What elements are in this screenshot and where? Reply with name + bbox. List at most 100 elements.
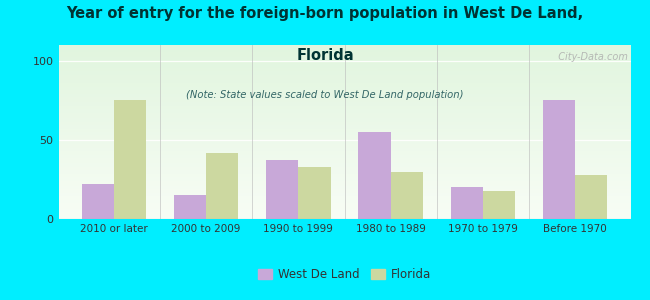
Bar <box>58 132 630 134</box>
Bar <box>58 54 630 56</box>
Bar <box>266 160 298 219</box>
Bar <box>174 195 206 219</box>
Bar <box>58 122 630 123</box>
Bar <box>483 190 515 219</box>
Bar <box>58 176 630 177</box>
Bar <box>58 202 630 203</box>
Bar <box>58 45 630 47</box>
Bar <box>58 66 630 68</box>
Bar <box>58 195 630 197</box>
Bar <box>58 188 630 189</box>
Bar <box>58 111 630 113</box>
Bar <box>58 149 630 151</box>
Bar <box>58 57 630 59</box>
Bar <box>58 146 630 148</box>
Bar <box>450 188 483 219</box>
Bar <box>58 128 630 130</box>
Bar <box>58 97 630 99</box>
Bar <box>58 68 630 69</box>
Bar <box>114 100 146 219</box>
Bar <box>58 47 630 49</box>
Bar <box>58 184 630 186</box>
Bar <box>58 148 630 149</box>
Bar <box>543 100 575 219</box>
Bar <box>58 144 630 146</box>
Bar <box>58 76 630 78</box>
Bar <box>58 156 630 158</box>
Bar <box>58 214 630 215</box>
Bar <box>58 73 630 75</box>
Bar <box>58 182 630 184</box>
Legend: West De Land, Florida: West De Land, Florida <box>253 264 436 286</box>
Bar <box>58 59 630 61</box>
Bar <box>58 110 630 111</box>
Bar <box>58 151 630 153</box>
Bar <box>58 50 630 52</box>
Text: (Note: State values scaled to West De Land population): (Note: State values scaled to West De La… <box>187 90 463 100</box>
Bar <box>58 127 630 128</box>
Bar <box>58 104 630 106</box>
Bar <box>58 118 630 120</box>
Text: City-Data.com: City-Data.com <box>552 52 628 62</box>
Bar <box>58 193 630 195</box>
Bar <box>58 125 630 127</box>
Bar <box>58 162 630 163</box>
Bar <box>58 115 630 116</box>
Bar <box>58 212 630 214</box>
Bar <box>58 87 630 88</box>
Bar <box>58 200 630 202</box>
Bar <box>58 49 630 50</box>
Bar <box>58 174 630 176</box>
Bar <box>58 137 630 139</box>
Bar <box>58 78 630 80</box>
Bar <box>58 210 630 212</box>
Bar <box>58 160 630 162</box>
Bar <box>58 153 630 154</box>
Bar <box>58 52 630 54</box>
Bar <box>206 153 239 219</box>
Bar <box>58 56 630 57</box>
Bar <box>58 106 630 108</box>
Bar <box>58 167 630 169</box>
Bar <box>58 99 630 101</box>
Bar <box>58 205 630 207</box>
Bar <box>58 136 630 137</box>
Bar <box>58 172 630 174</box>
Bar <box>58 94 630 95</box>
Bar <box>58 120 630 122</box>
Bar <box>58 64 630 66</box>
Bar <box>58 113 630 115</box>
Bar <box>58 154 630 156</box>
Bar <box>58 92 630 94</box>
Bar <box>298 167 331 219</box>
Bar <box>58 207 630 208</box>
Bar <box>58 88 630 90</box>
Bar <box>81 184 114 219</box>
Bar <box>58 80 630 82</box>
Bar <box>58 134 630 136</box>
Bar <box>58 61 630 62</box>
Bar <box>58 165 630 167</box>
Bar <box>58 141 630 142</box>
Bar <box>58 203 630 205</box>
Bar <box>58 170 630 172</box>
Bar <box>58 130 630 132</box>
Bar <box>58 71 630 73</box>
Bar <box>575 175 608 219</box>
Bar <box>58 90 630 92</box>
Bar <box>58 62 630 64</box>
Bar <box>58 142 630 144</box>
Bar <box>58 179 630 181</box>
Bar <box>58 215 630 217</box>
Text: Year of entry for the foreign-born population in West De Land,: Year of entry for the foreign-born popul… <box>66 6 584 21</box>
Bar <box>58 75 630 76</box>
Bar <box>58 102 630 104</box>
Text: Florida: Florida <box>296 48 354 63</box>
Bar <box>58 217 630 219</box>
Bar <box>58 83 630 85</box>
Bar <box>58 198 630 200</box>
Bar <box>58 177 630 179</box>
Bar <box>58 101 630 102</box>
Bar <box>58 196 630 198</box>
Bar <box>58 191 630 193</box>
